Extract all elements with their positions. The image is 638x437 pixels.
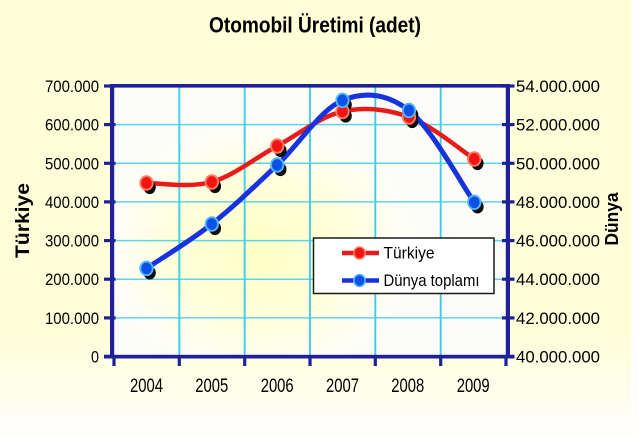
- svg-text:Dünya: Dünya: [602, 192, 622, 246]
- svg-text:50.000.000: 50.000.000: [516, 154, 600, 173]
- svg-text:52.000.000: 52.000.000: [516, 116, 600, 135]
- svg-text:Türkiye: Türkiye: [384, 244, 435, 263]
- svg-text:46.000.000: 46.000.000: [516, 232, 600, 251]
- svg-text:2009: 2009: [457, 376, 490, 397]
- svg-text:100.000: 100.000: [45, 309, 99, 328]
- svg-text:2008: 2008: [391, 376, 424, 397]
- svg-text:42.000.000: 42.000.000: [516, 309, 600, 328]
- svg-text:44.000.000: 44.000.000: [516, 270, 600, 289]
- svg-text:40.000.000: 40.000.000: [516, 348, 600, 367]
- svg-text:48.000.000: 48.000.000: [516, 193, 600, 212]
- svg-text:2004: 2004: [130, 376, 163, 397]
- svg-text:Otomobil Üretimi (adet): Otomobil Üretimi (adet): [209, 13, 421, 38]
- svg-text:400.000: 400.000: [45, 193, 99, 212]
- svg-text:2007: 2007: [326, 376, 359, 397]
- svg-text:0: 0: [91, 348, 99, 367]
- svg-text:2005: 2005: [195, 376, 228, 397]
- svg-text:300.000: 300.000: [45, 232, 99, 251]
- svg-text:2006: 2006: [261, 376, 294, 397]
- svg-text:Dünya toplamı: Dünya toplamı: [384, 271, 480, 290]
- svg-text:700.000: 700.000: [45, 77, 99, 96]
- svg-text:54.000.000: 54.000.000: [516, 77, 600, 96]
- svg-text:500.000: 500.000: [45, 154, 99, 173]
- svg-text:600.000: 600.000: [45, 116, 99, 135]
- svg-text:200.000: 200.000: [45, 270, 99, 289]
- svg-text:Türkiye: Türkiye: [13, 183, 34, 258]
